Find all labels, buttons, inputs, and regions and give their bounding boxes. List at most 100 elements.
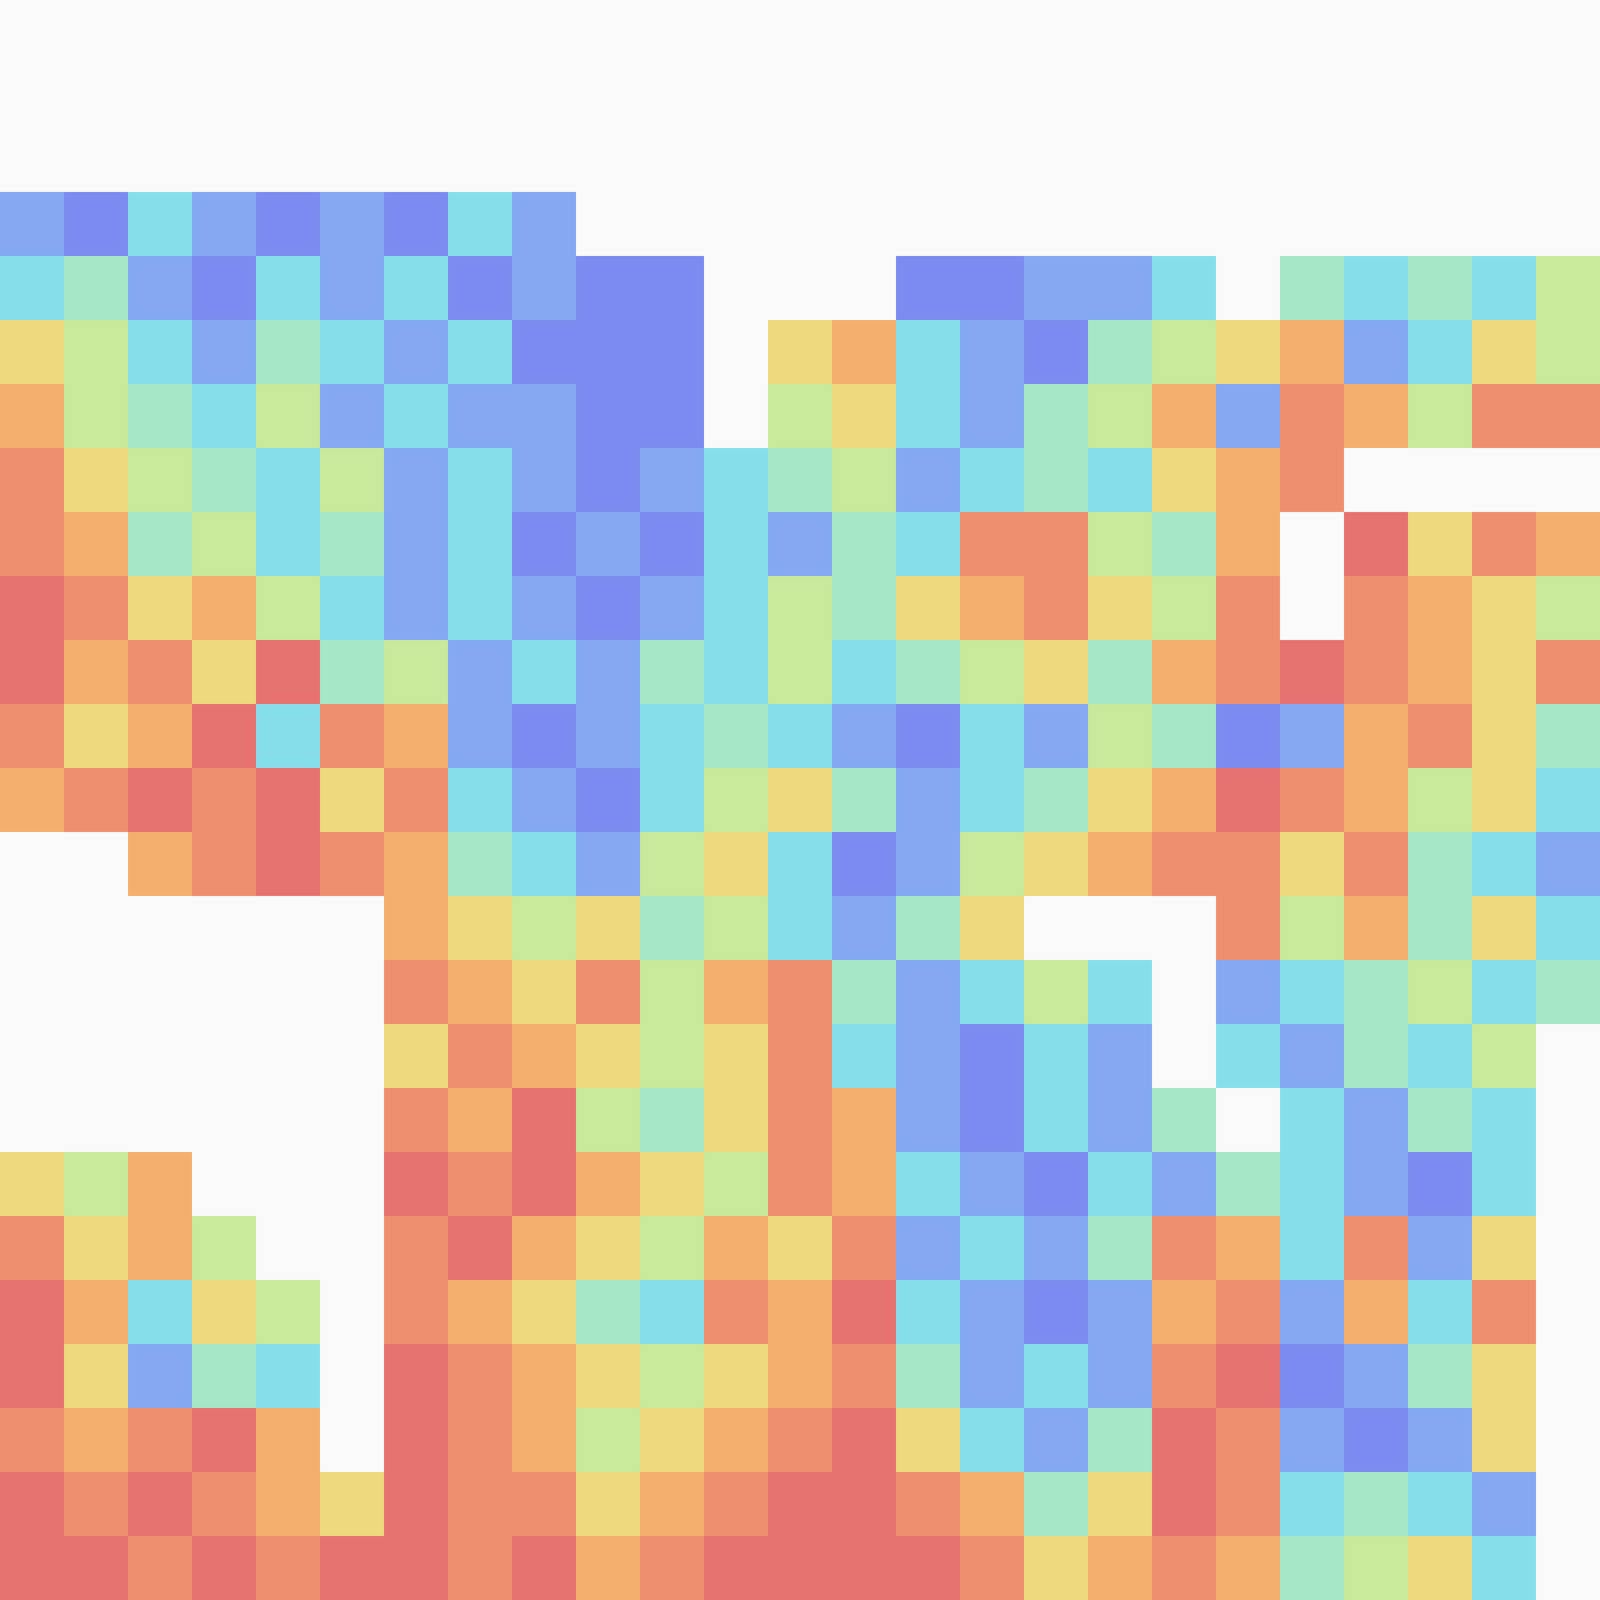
cell	[1088, 1024, 1152, 1088]
cell	[256, 768, 320, 832]
cell	[0, 576, 64, 640]
cell	[1024, 640, 1088, 704]
cell	[1216, 640, 1280, 704]
cell	[1024, 1216, 1088, 1280]
cell	[384, 1280, 448, 1344]
cell	[640, 1472, 704, 1536]
cell	[512, 896, 576, 960]
cell	[1472, 256, 1536, 320]
cell	[1088, 960, 1152, 1024]
cell	[256, 1280, 320, 1344]
cell	[832, 832, 896, 896]
cell	[1024, 1280, 1088, 1344]
cell	[1344, 768, 1408, 832]
cell	[704, 576, 768, 640]
cell	[512, 1280, 576, 1344]
cell	[64, 192, 128, 256]
cell	[576, 896, 640, 960]
cell	[384, 448, 448, 512]
cell	[1088, 320, 1152, 384]
cell	[512, 1152, 576, 1216]
cell	[1280, 768, 1344, 832]
cell	[128, 1408, 192, 1472]
cell	[576, 448, 640, 512]
cell	[704, 448, 768, 512]
cell	[1216, 1280, 1280, 1344]
cell	[1024, 1024, 1088, 1088]
cell	[256, 832, 320, 896]
cell	[640, 704, 704, 768]
cell	[448, 512, 512, 576]
cell	[192, 832, 256, 896]
cell	[1280, 448, 1344, 512]
cell	[1280, 256, 1344, 320]
cell	[1408, 512, 1472, 576]
cell	[448, 1536, 512, 1600]
cell	[1152, 768, 1216, 832]
cell	[64, 1280, 128, 1344]
cell	[896, 1216, 960, 1280]
cell	[1280, 1472, 1344, 1536]
cell	[320, 768, 384, 832]
cell	[1536, 384, 1600, 448]
cell	[256, 1408, 320, 1472]
cell	[512, 384, 576, 448]
cell	[0, 640, 64, 704]
cell	[768, 448, 832, 512]
cell	[576, 1408, 640, 1472]
cell	[0, 1472, 64, 1536]
cell	[832, 1472, 896, 1536]
cell	[192, 640, 256, 704]
cell	[1472, 320, 1536, 384]
cell	[960, 320, 1024, 384]
cell	[832, 704, 896, 768]
cell	[1152, 256, 1216, 320]
cell	[64, 768, 128, 832]
cell	[1280, 640, 1344, 704]
cell	[128, 384, 192, 448]
cell	[1344, 1344, 1408, 1408]
cell	[128, 1536, 192, 1600]
cell	[1152, 576, 1216, 640]
cell	[384, 576, 448, 640]
cell	[1216, 1152, 1280, 1216]
cell	[128, 1280, 192, 1344]
cell	[1152, 832, 1216, 896]
cell	[448, 1152, 512, 1216]
cell	[1024, 512, 1088, 576]
cell	[1152, 1152, 1216, 1216]
cell	[1280, 1536, 1344, 1600]
cell	[1472, 1280, 1536, 1344]
cell	[1408, 832, 1472, 896]
cell	[1152, 704, 1216, 768]
cell	[1536, 832, 1600, 896]
cell	[1280, 1344, 1344, 1408]
cell	[0, 1408, 64, 1472]
cell	[640, 1216, 704, 1280]
cell	[768, 896, 832, 960]
cell	[64, 1472, 128, 1536]
cell	[1408, 1472, 1472, 1536]
cell	[1344, 576, 1408, 640]
cell	[256, 320, 320, 384]
cell	[576, 576, 640, 640]
cell	[1024, 256, 1088, 320]
cell	[192, 192, 256, 256]
cell	[448, 896, 512, 960]
cell	[320, 640, 384, 704]
cell	[1216, 1536, 1280, 1600]
cell	[832, 320, 896, 384]
cell	[1280, 1280, 1344, 1344]
cell	[448, 832, 512, 896]
cell	[1344, 320, 1408, 384]
cell	[576, 1280, 640, 1344]
cell	[1344, 1216, 1408, 1280]
cell	[576, 1088, 640, 1152]
cell	[768, 768, 832, 832]
cell	[1344, 1088, 1408, 1152]
cell	[1280, 896, 1344, 960]
cell	[512, 1536, 576, 1600]
cell	[1536, 256, 1600, 320]
cell	[1024, 832, 1088, 896]
cell	[448, 448, 512, 512]
